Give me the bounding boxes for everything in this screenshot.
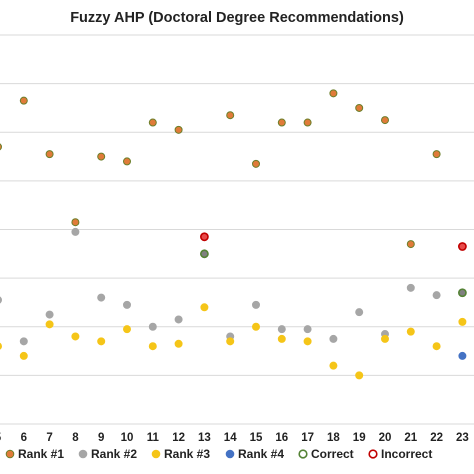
x-tick-label: 12 bbox=[172, 432, 185, 444]
data-point-rank-2 bbox=[148, 322, 157, 331]
data-point-incorrect bbox=[199, 232, 209, 242]
data-point-rank-1 bbox=[123, 157, 131, 166]
data-point-rank-3 bbox=[174, 339, 183, 348]
gridlines bbox=[0, 34, 474, 425]
data-points bbox=[0, 89, 467, 380]
data-point-rank-2 bbox=[174, 315, 183, 324]
data-point-rank-3 bbox=[432, 342, 441, 351]
data-point-rank-2 bbox=[277, 325, 286, 334]
x-tick-label: 15 bbox=[250, 432, 263, 444]
legend-label: Rank #1 bbox=[18, 447, 64, 461]
data-point-rank-3 bbox=[123, 325, 131, 334]
data-point-rank-1 bbox=[303, 118, 312, 127]
data-point-rank-2 bbox=[71, 227, 80, 236]
legend: Rank #1 Rank #2 Rank #3 Rank #4 Correct Incor… bbox=[5, 447, 432, 461]
x-tick-label: 18 bbox=[327, 432, 340, 444]
data-point-rank-1 bbox=[277, 118, 286, 127]
chart-title: Fuzzy AHP (Doctoral Degree Recommendatio… bbox=[70, 10, 404, 26]
data-point-rank-1 bbox=[0, 143, 2, 151]
data-point-rank-2 bbox=[406, 283, 415, 292]
data-point-rank-3 bbox=[226, 337, 235, 346]
x-tick-label: 22 bbox=[430, 432, 443, 444]
legend-marker bbox=[151, 449, 161, 459]
data-point-rank-2 bbox=[432, 291, 441, 300]
data-point-rank-1 bbox=[226, 111, 235, 120]
x-tick-label: 9 bbox=[98, 432, 104, 444]
x-tick-label: 8 bbox=[72, 432, 79, 444]
legend-label: Rank #2 bbox=[91, 447, 137, 461]
data-point-rank-3 bbox=[0, 342, 2, 350]
data-point-rank-1 bbox=[432, 150, 441, 159]
data-point-rank-3 bbox=[97, 337, 106, 346]
data-point-rank-1 bbox=[381, 116, 389, 125]
x-tick-label: 17 bbox=[301, 432, 314, 444]
legend-label: Correct bbox=[311, 447, 354, 461]
data-point-rank-1 bbox=[174, 125, 183, 134]
legend-marker bbox=[5, 449, 15, 459]
data-point-rank-2 bbox=[355, 308, 364, 317]
x-tick-label: 7 bbox=[46, 432, 52, 444]
data-point-rank-1 bbox=[252, 159, 260, 168]
data-point-rank-4 bbox=[458, 351, 467, 360]
legend-marker bbox=[225, 449, 235, 459]
data-point-incorrect bbox=[457, 242, 467, 251]
x-tick-label: 13 bbox=[198, 432, 211, 444]
x-tick-label: 10 bbox=[121, 432, 134, 444]
x-axis-ticks: 5 6 7 8 9 10 11 12 13 14 15 16 17 18 19 20 21 22 23 bbox=[0, 432, 469, 444]
x-tick-label: 14 bbox=[224, 432, 237, 444]
x-tick-label: 11 bbox=[147, 432, 160, 444]
data-point-rank-1 bbox=[406, 240, 415, 249]
data-point-rank-3 bbox=[71, 332, 80, 341]
data-point-rank-1 bbox=[355, 103, 364, 112]
data-point-rank-1 bbox=[329, 89, 338, 98]
data-point-rank-3 bbox=[406, 327, 415, 336]
data-point-rank-1 bbox=[148, 118, 157, 127]
x-tick-label: 6 bbox=[21, 432, 27, 444]
x-tick-label: 16 bbox=[275, 432, 288, 444]
x-tick-label: 21 bbox=[404, 432, 417, 444]
legend-label: Incorrect bbox=[381, 447, 432, 461]
data-point-rank-3 bbox=[148, 342, 157, 351]
data-point-rank-3 bbox=[19, 351, 28, 360]
legend-marker bbox=[368, 449, 378, 459]
legend-label: Rank #3 bbox=[164, 447, 210, 461]
data-point-rank-2 bbox=[303, 325, 312, 334]
data-point-rank-1 bbox=[19, 96, 28, 105]
data-point-rank-1 bbox=[45, 150, 54, 159]
x-tick-label: 19 bbox=[353, 432, 366, 444]
data-point-rank-3 bbox=[303, 337, 312, 346]
data-point-rank-2 bbox=[123, 300, 131, 309]
data-point-rank-2 bbox=[97, 293, 106, 302]
data-point-rank-2 bbox=[329, 334, 338, 343]
data-point-rank-2 bbox=[45, 310, 54, 319]
data-point-rank-1 bbox=[71, 218, 80, 227]
data-point-rank-2 bbox=[19, 337, 28, 346]
data-point-rank-3 bbox=[329, 361, 338, 370]
legend-marker bbox=[78, 449, 88, 459]
x-tick-label: 20 bbox=[379, 432, 392, 444]
legend-label: Rank #4 bbox=[238, 447, 284, 461]
data-point-rank-3 bbox=[458, 317, 467, 326]
data-point-rank-3 bbox=[45, 320, 54, 329]
legend-marker bbox=[298, 449, 308, 459]
data-point-rank-3 bbox=[200, 303, 209, 312]
data-point-rank-2 bbox=[0, 296, 2, 304]
data-point-rank-1 bbox=[97, 152, 106, 161]
data-point-rank-3 bbox=[277, 334, 286, 343]
x-tick-label: 23 bbox=[456, 432, 469, 444]
data-point-rank-3 bbox=[355, 371, 364, 380]
data-point-rank-2 bbox=[252, 300, 260, 309]
data-point-correct bbox=[199, 249, 209, 259]
x-tick-label: 5 bbox=[0, 432, 2, 444]
data-point-correct bbox=[457, 288, 467, 298]
data-point-rank-3 bbox=[252, 322, 260, 331]
data-point-rank-3 bbox=[381, 334, 389, 343]
